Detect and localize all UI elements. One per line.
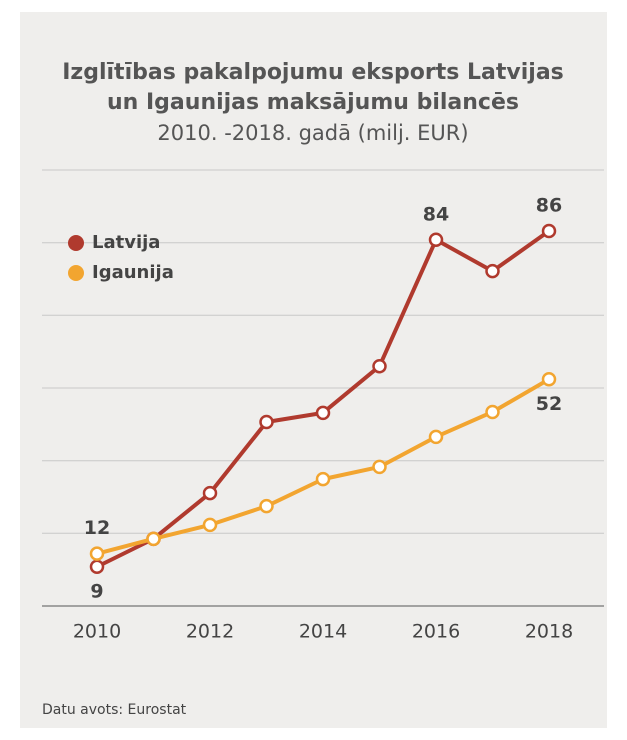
data-label: 9 [90, 580, 103, 602]
data-label: 86 [536, 195, 562, 217]
data-label: 12 [84, 517, 110, 539]
marker [146, 531, 161, 547]
marker [485, 404, 500, 420]
legend-label: Igaunija [92, 262, 174, 283]
legend-dot [68, 235, 84, 251]
x-tick-label: 2016 [412, 621, 460, 643]
panel [20, 12, 607, 728]
chart-title: un Igaunijas maksājumu bilancēs [107, 90, 519, 115]
marker [541, 223, 557, 239]
marker [428, 232, 444, 248]
marker [202, 485, 218, 501]
marker [259, 498, 274, 514]
x-tick-label: 2014 [299, 621, 347, 643]
legend-label: Latvija [92, 232, 160, 253]
marker [202, 517, 218, 533]
chart-title: Izglītības pakalpojumu eksports Latvijas [62, 60, 564, 85]
marker [485, 263, 500, 279]
marker [259, 414, 274, 430]
data-label: 84 [423, 203, 449, 225]
marker [372, 459, 387, 475]
marker [372, 358, 387, 374]
x-tick-label: 2018 [525, 621, 573, 643]
marker [315, 471, 331, 487]
source: Datu avots: Eurostat [42, 702, 187, 718]
marker [89, 546, 105, 561]
legend-dot [68, 265, 84, 281]
x-tick-label: 2012 [186, 621, 234, 643]
chart-subtitle: 2010. -2018. gadā (milj. EUR) [157, 121, 468, 145]
data-label: 52 [536, 393, 562, 415]
marker [428, 429, 444, 445]
marker [89, 559, 105, 575]
marker [541, 372, 557, 387]
marker [315, 405, 331, 421]
x-tick-label: 2010 [73, 621, 121, 643]
